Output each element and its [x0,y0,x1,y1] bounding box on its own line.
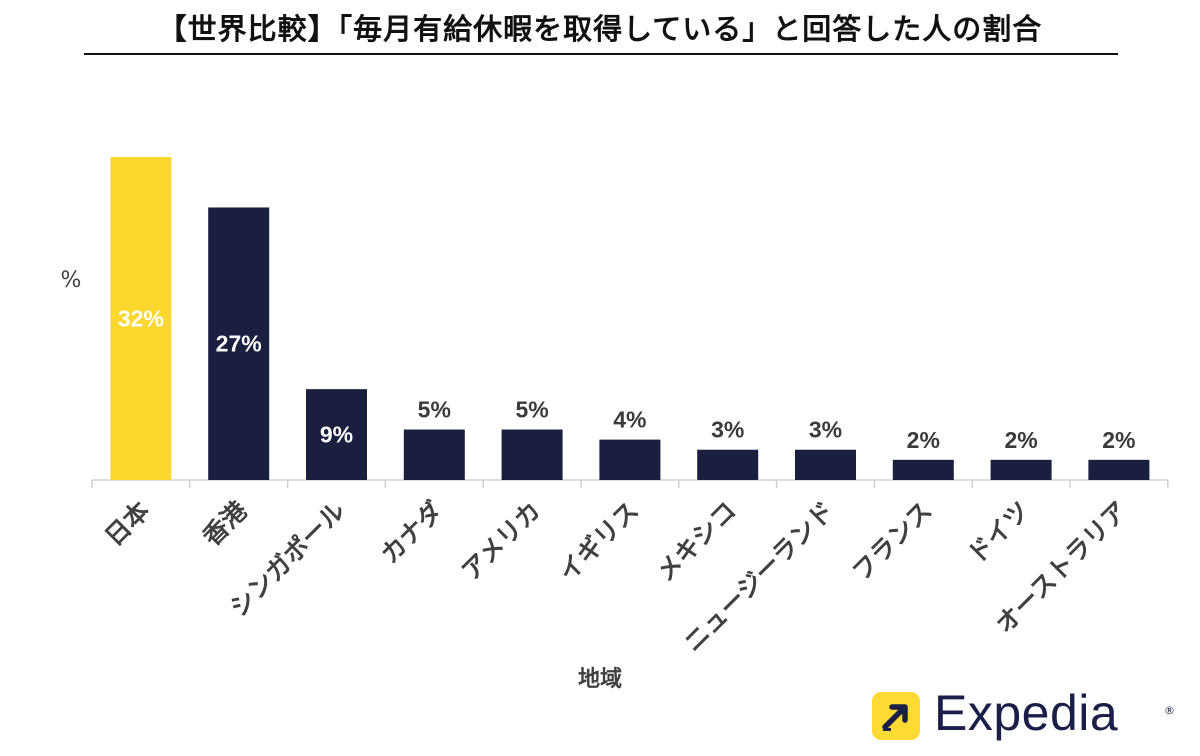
bar [599,439,661,480]
logo-wordmark: Expedia [934,685,1119,741]
bar [208,207,270,480]
data-label: 2% [1004,427,1037,453]
data-label: 5% [418,397,451,423]
data-label: 27% [216,331,262,357]
data-label: 2% [907,427,940,453]
x-tick-label: フランス [847,496,938,587]
x-tick-label: 日本 [99,496,155,552]
chart-title: 【世界比較】「毎月有給休暇を取得している」と回答した人の割合 [157,12,1043,46]
x-tick-label: 香港 [197,495,254,552]
registered-mark: ® [1164,704,1175,717]
bar [110,157,172,480]
data-label: 9% [320,422,353,448]
expedia-logo: Expedia ® [872,685,1182,748]
data-label: 3% [711,417,744,443]
bar [892,459,954,480]
bar [403,429,465,480]
x-axis-label: 地域 [578,666,622,692]
arrow-up-right-icon [872,692,920,740]
x-tick-label: メキシコ [651,496,742,587]
x-tick-label: イギリス [553,496,644,587]
bar [990,459,1052,480]
bar [795,449,856,480]
bar [697,449,759,480]
data-label: 2% [1102,427,1135,453]
x-tick-label: カナダ [375,496,449,570]
data-label: 4% [613,407,646,433]
x-tick-label: ドイツ [962,496,1036,570]
bar [306,389,367,480]
data-label: 3% [809,417,842,443]
data-label: 32% [118,306,164,332]
data-label: 5% [515,397,548,423]
bar [1088,459,1150,480]
y-axis-label: % [61,268,82,293]
title-underline [84,53,1118,55]
x-tick-label: アメリカ [456,496,546,586]
bar [501,429,563,480]
